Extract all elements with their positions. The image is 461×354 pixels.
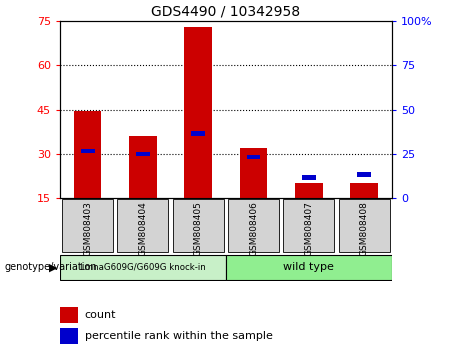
Bar — [240, 148, 267, 198]
Bar — [357, 172, 371, 177]
Text: GSM808408: GSM808408 — [360, 201, 369, 256]
Bar — [60, 307, 78, 323]
Bar — [129, 136, 157, 198]
Bar — [81, 149, 95, 153]
Bar — [247, 155, 260, 159]
Bar — [74, 111, 101, 198]
FancyBboxPatch shape — [60, 255, 226, 280]
Text: LmnaG609G/G609G knock-in: LmnaG609G/G609G knock-in — [80, 262, 206, 271]
Bar — [295, 183, 323, 198]
Text: percentile rank within the sample: percentile rank within the sample — [85, 331, 273, 341]
Text: wild type: wild type — [284, 262, 334, 272]
Bar — [60, 328, 78, 344]
FancyBboxPatch shape — [118, 199, 168, 252]
FancyBboxPatch shape — [284, 199, 334, 252]
Text: GSM808407: GSM808407 — [304, 201, 313, 256]
Text: GSM808403: GSM808403 — [83, 201, 92, 256]
Bar — [184, 27, 212, 198]
Text: GSM808404: GSM808404 — [138, 201, 148, 256]
Text: ▶: ▶ — [49, 262, 57, 272]
Bar — [136, 152, 150, 156]
Bar — [191, 131, 205, 136]
Text: GSM808406: GSM808406 — [249, 201, 258, 256]
Title: GDS4490 / 10342958: GDS4490 / 10342958 — [151, 5, 301, 19]
FancyBboxPatch shape — [173, 199, 224, 252]
FancyBboxPatch shape — [339, 199, 390, 252]
Bar — [350, 183, 378, 198]
Bar — [302, 175, 316, 180]
FancyBboxPatch shape — [228, 199, 279, 252]
Text: GSM808405: GSM808405 — [194, 201, 203, 256]
FancyBboxPatch shape — [226, 255, 392, 280]
Text: genotype/variation: genotype/variation — [5, 262, 97, 272]
Text: count: count — [85, 310, 116, 320]
FancyBboxPatch shape — [62, 199, 113, 252]
